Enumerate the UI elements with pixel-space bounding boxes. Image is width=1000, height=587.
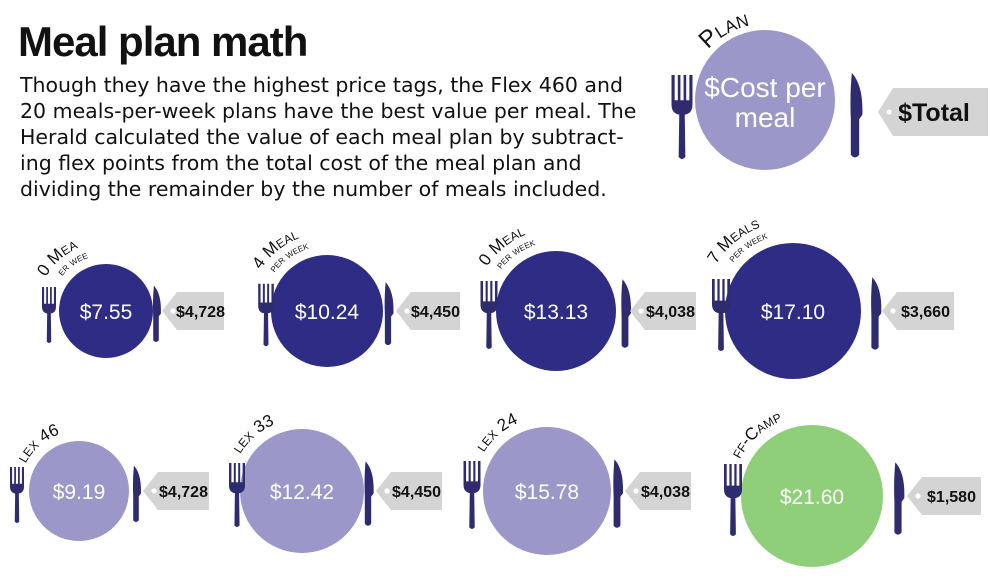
cost-per-meal-label: $21.60 — [780, 486, 844, 509]
price-tag-shape — [630, 292, 696, 330]
price-tag-shape — [396, 292, 460, 330]
intro-text: Though they have the highest price tags,… — [20, 72, 660, 202]
legend-plate — [695, 30, 835, 170]
tag-hole — [151, 488, 157, 494]
knife-icon — [871, 277, 882, 350]
tag-hole — [384, 488, 390, 494]
intro-line: ing flex points from the total cost of t… — [20, 151, 582, 175]
tag-hole — [633, 488, 639, 494]
price-tag — [396, 292, 460, 330]
knife-icon — [152, 285, 161, 342]
cost-per-meal-label: $12.42 — [270, 481, 334, 504]
plate — [240, 429, 364, 553]
intro-line: Herald calculated the value of each meal… — [20, 125, 624, 149]
knife-icon — [132, 465, 141, 522]
intro-line: Though they have the highest price tags,… — [20, 73, 623, 97]
price-tag-shape — [907, 477, 981, 515]
plan-name-label: Flex 330 — [0, 0, 277, 456]
legend: Plan$Cost per meal $Total — [671, 5, 988, 170]
plate — [29, 441, 129, 541]
knife-icon — [613, 459, 624, 528]
price-tag — [630, 292, 696, 330]
plan-name-label: Flex 240 — [0, 0, 520, 455]
fork-icon — [671, 75, 693, 159]
plate — [496, 251, 616, 371]
fork-icon — [42, 287, 56, 343]
plan-name-label: 10 Meals — [0, 0, 528, 269]
fork-icon — [480, 281, 498, 349]
price-tag — [162, 292, 224, 330]
plan-name-label: Off-Campus — [0, 0, 784, 461]
knife-icon — [894, 462, 905, 535]
fork-icon — [724, 464, 742, 536]
knife-icon — [364, 461, 374, 526]
cost-per-meal-label: $10.24 — [295, 301, 360, 324]
tag-hole — [404, 308, 410, 314]
price-tag-shape — [882, 292, 954, 330]
fork-icon — [258, 283, 274, 347]
plate — [59, 264, 153, 358]
plan-name-label: 14 Meals — [0, 0, 301, 272]
knife-icon — [384, 282, 394, 346]
tag-hole — [638, 308, 644, 314]
cost-per-meal-label: $17.10 — [761, 301, 825, 324]
price-tag-shape — [143, 472, 209, 510]
tag-hole — [170, 308, 176, 314]
knife-icon — [850, 72, 863, 158]
cost-per-meal-label: $9.19 — [53, 481, 106, 504]
plan-name-label: 20 Meals — [0, 0, 80, 279]
fork-icon — [463, 461, 481, 529]
price-tag-shape — [878, 88, 988, 136]
knife-icon — [621, 279, 632, 348]
total-cost-label: $4,450 — [392, 484, 441, 501]
tag-hole — [915, 493, 921, 499]
intro-line: dividing the remainder by the number of … — [20, 177, 607, 201]
cost-per-meal-label: $15.78 — [515, 481, 579, 504]
total-cost-label: $4,038 — [646, 304, 695, 321]
legend-total-label: $Total — [898, 99, 970, 127]
plate — [271, 255, 383, 367]
price-tag — [376, 472, 442, 510]
total-cost-label: $3,660 — [901, 304, 950, 321]
fork-icon — [229, 463, 245, 527]
cost-per-meal-label: $13.13 — [524, 301, 588, 324]
price-tag-shape — [162, 292, 224, 330]
cost-per-meal-label: $7.55 — [80, 301, 133, 324]
price-tag — [625, 472, 691, 510]
price-tag — [882, 292, 954, 330]
total-cost-label: $4,038 — [641, 484, 690, 501]
plate — [483, 427, 611, 555]
total-cost-label: $4,450 — [411, 304, 460, 321]
price-tag — [878, 88, 988, 136]
plate — [741, 425, 883, 567]
total-cost-label: $4,728 — [176, 304, 225, 321]
plan-subname-label: per week — [0, 0, 89, 278]
plate — [725, 243, 861, 379]
plan-name-label: Flex 460 — [0, 0, 62, 466]
intro-line: 20 meals-per-week plans have the best va… — [20, 99, 637, 123]
tag-hole — [886, 109, 892, 115]
tag-hole — [890, 308, 896, 314]
total-cost-label: $1,580 — [927, 489, 976, 506]
price-tag-shape — [625, 472, 691, 510]
price-tag-shape — [376, 472, 442, 510]
price-tag — [143, 472, 209, 510]
page-title: Meal plan math — [18, 18, 308, 65]
price-tag — [907, 477, 981, 515]
fork-icon — [712, 279, 730, 351]
legend-cost-label: $Cost per meal — [704, 72, 825, 133]
total-cost-label: $4,728 — [159, 484, 208, 501]
fork-icon — [10, 467, 24, 523]
